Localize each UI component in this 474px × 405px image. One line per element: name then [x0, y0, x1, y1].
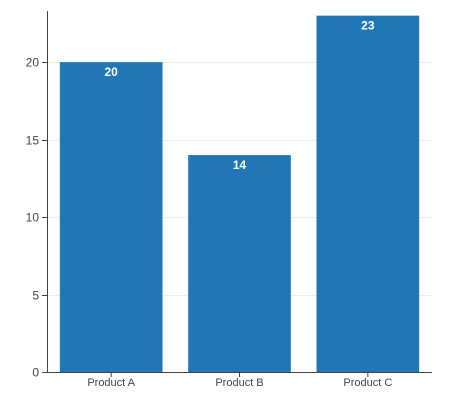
- y-axis-ticks: 0 5 10 15 20: [26, 56, 47, 380]
- bars: [59, 15, 420, 372]
- bar: [59, 62, 163, 372]
- y-tick-label: 0: [32, 366, 39, 380]
- x-axis-ticks: Product A Product B Product C: [87, 372, 392, 389]
- y-tick-label: 15: [26, 134, 40, 148]
- x-tick-label: Product B: [215, 377, 263, 389]
- bar: [316, 15, 420, 372]
- y-tick-label: 10: [26, 211, 40, 225]
- data-label: 14: [233, 158, 247, 172]
- bar: [188, 155, 291, 372]
- data-label: 20: [104, 65, 118, 79]
- y-tick-label: 20: [26, 56, 40, 70]
- x-tick-label: Product C: [343, 377, 392, 389]
- y-tick-label: 5: [32, 289, 39, 303]
- x-tick-label: Product A: [87, 377, 135, 389]
- data-label: 23: [361, 19, 375, 33]
- data-labels: 20 14 23: [104, 19, 374, 172]
